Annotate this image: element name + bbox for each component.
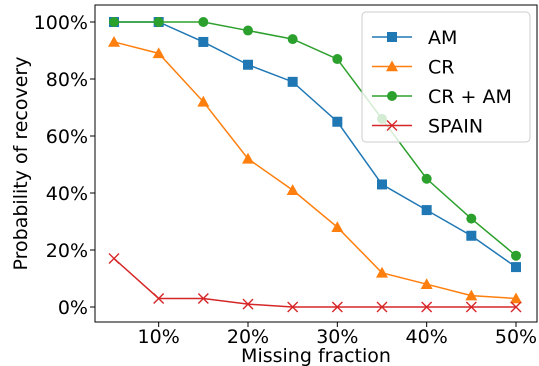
x-tick-label: 30%: [316, 326, 358, 348]
legend-item: SPAIN: [372, 116, 483, 138]
x-tick-label: 50%: [495, 326, 537, 348]
data-point: [243, 59, 253, 70]
legend-box: [361, 11, 531, 143]
data-point: [109, 17, 119, 27]
data-point: [421, 205, 432, 216]
data-point: [242, 298, 254, 310]
legend-marker: [387, 91, 397, 101]
data-point: [243, 25, 253, 36]
series-layer: [108, 17, 522, 313]
data-point: [198, 36, 209, 47]
data-point: [421, 173, 432, 184]
data-point: [331, 301, 343, 313]
series-spain: [108, 253, 522, 313]
data-point: [198, 17, 209, 27]
data-point: [153, 17, 164, 27]
data-point: [466, 230, 477, 241]
x-tick-label: 10%: [138, 326, 180, 348]
series-line: [114, 21, 517, 268]
y-tick-label: 60%: [46, 126, 88, 148]
legend-label: AM: [428, 27, 457, 49]
legend-item: CR: [372, 57, 454, 79]
legend-item: CR + AM: [372, 86, 512, 108]
data-point: [153, 292, 165, 304]
y-tick-label: 100%: [34, 12, 88, 34]
data-point: [197, 95, 210, 107]
data-point: [511, 250, 521, 261]
y-tick-label: 0%: [58, 297, 88, 319]
x-axis-label: Missing fraction: [241, 345, 391, 366]
y-axis-label: Probability of recovery: [10, 57, 32, 271]
plot-frame: [94, 4, 538, 323]
data-point: [510, 301, 522, 313]
x-tick-label: 40%: [406, 326, 448, 348]
legend: AM CR CR + AM SPAIN: [361, 11, 531, 143]
x-axis-ticks: 10% 20% 30% 40% 50%: [138, 322, 537, 348]
legend-label: SPAIN: [428, 116, 483, 138]
series-cr: [108, 35, 522, 304]
data-point: [152, 47, 165, 59]
data-point: [511, 262, 521, 273]
data-point: [466, 213, 477, 224]
data-point: [465, 301, 477, 313]
data-point: [332, 54, 343, 65]
legend-marker: [387, 32, 397, 42]
data-point: [197, 292, 209, 304]
y-tick-label: 20%: [46, 240, 88, 262]
data-point: [510, 292, 522, 304]
data-point: [108, 35, 120, 47]
data-point: [287, 34, 298, 45]
series-line: [113, 257, 516, 308]
data-point: [465, 289, 478, 301]
data-point: [421, 301, 433, 313]
data-point: [377, 179, 387, 190]
data-point: [331, 221, 344, 232]
legend-item: AM: [372, 27, 457, 49]
series-line: [114, 21, 517, 257]
y-tick-label: 80%: [46, 69, 88, 91]
y-axis-ticks: 0% 20% 40% 60% 80% 100%: [34, 12, 95, 319]
data-point: [376, 266, 388, 278]
data-point: [376, 301, 388, 313]
y-tick-label: 40%: [46, 183, 88, 205]
legend-label: CR + AM: [428, 86, 512, 108]
data-point: [108, 253, 120, 265]
legend-label: CR: [428, 57, 454, 79]
data-point: [332, 116, 343, 127]
legend-marker: [386, 60, 398, 72]
data-point: [287, 301, 299, 313]
data-point: [286, 184, 299, 195]
data-point: [287, 76, 298, 87]
series-cr-am: [109, 17, 521, 261]
series-line: [113, 41, 517, 300]
legend-marker: [386, 120, 398, 131]
data-point: [242, 152, 254, 164]
data-point: [420, 278, 433, 289]
x-tick-label: 20%: [227, 326, 269, 348]
